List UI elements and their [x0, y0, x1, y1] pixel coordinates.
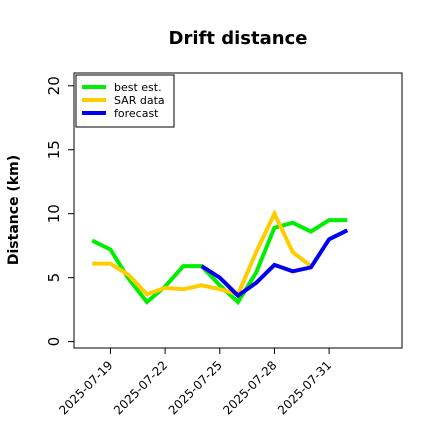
y-axis: 0 5 10 15 20: [45, 76, 74, 346]
y-tick-label: 20: [45, 76, 63, 95]
x-tick-label: 2025-07-19: [56, 358, 115, 417]
y-tick-label: 10: [45, 204, 63, 223]
legend-label: best est.: [114, 81, 162, 94]
series-line-best-est: [91, 218, 348, 306]
x-tick-label: 2025-07-25: [166, 358, 225, 417]
x-tick-label: 2025-07-22: [111, 358, 170, 417]
legend-label: forecast: [114, 107, 159, 120]
y-tick-label: 0: [45, 337, 63, 347]
x-tick-label: 2025-07-31: [275, 358, 334, 417]
x-tick-label: 2025-07-28: [220, 358, 279, 417]
x-axis: 2025-07-192025-07-222025-07-252025-07-28…: [56, 348, 334, 417]
y-tick-label: 15: [45, 140, 63, 159]
chart-title: Drift distance: [169, 28, 308, 49]
legend-label: SAR data: [114, 94, 165, 107]
series-line-sar-data: [92, 209, 313, 297]
y-tick-label: 5: [45, 273, 63, 283]
y-axis-label: Distance (km): [6, 155, 22, 265]
plot-area-frame: [73, 72, 403, 349]
series-line-forecast: [200, 228, 349, 299]
series-layer: [91, 209, 349, 306]
